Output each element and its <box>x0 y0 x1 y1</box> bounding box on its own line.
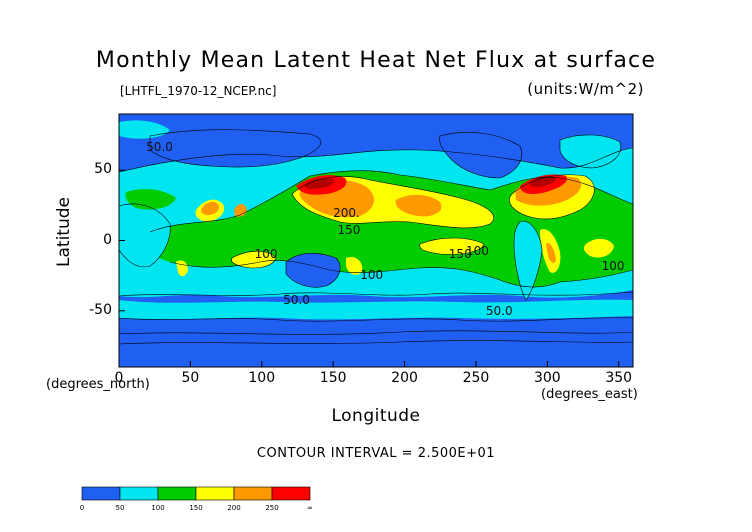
field-yellow-indian-south <box>231 251 276 268</box>
y-tick-label: 0 <box>103 231 112 248</box>
colorbar-label: 150 <box>189 504 203 512</box>
field-orange-bengal <box>234 204 247 217</box>
field-orange-arabian <box>201 201 220 216</box>
colorbar-label: ∞ <box>307 504 313 512</box>
x-tick-label: 150 <box>319 370 347 386</box>
field-blue-eurasia <box>150 129 321 168</box>
dataset-filename: [LHTFL_1970-12_NCEP.nc] <box>120 84 277 98</box>
contour-value-label: 100 <box>601 259 625 274</box>
x-tick-label: 0 <box>114 370 124 386</box>
field-darkred-gulfstream <box>529 175 556 188</box>
field-yellow-madagascar <box>176 260 188 277</box>
contour-lines <box>119 129 633 345</box>
contour-value-label: 200. <box>333 205 360 220</box>
field-cyan-northeast-atlantic <box>119 120 170 139</box>
x-tick-label: 200 <box>391 370 418 386</box>
field-cyan-south <box>119 299 633 320</box>
field-orange-brazil <box>546 243 556 263</box>
x-tick-label: 250 <box>462 370 490 386</box>
contour-interval-text: CONTOUR INTERVAL = 2.500E+01 <box>256 446 496 461</box>
field-cyan-africa <box>119 204 171 267</box>
colorbar-swatch <box>271 486 311 501</box>
colorbar-label: 200 <box>227 504 241 512</box>
x-tick-label: 350 <box>605 370 633 386</box>
contour-value-label: 150 <box>448 246 472 261</box>
colorbar-swatch <box>195 486 235 501</box>
colorbar-label: 0 <box>79 504 85 512</box>
x-tick-label: 50 <box>181 370 200 386</box>
x-axis-label: Longitude <box>331 406 421 426</box>
y-tick-label: -50 <box>89 301 112 318</box>
contour-value-label: 50.0 <box>146 139 173 154</box>
field-darkred-kuroshio <box>304 177 334 189</box>
field-yellow-australia-east <box>346 256 363 275</box>
plot-title: Monthly Mean Latent Heat Net Flux at sur… <box>95 48 657 73</box>
y-axis-unit: (degrees_north) <box>46 377 150 392</box>
contour-value-label: 150 <box>337 222 361 237</box>
x-tick-label: 100 <box>248 370 276 386</box>
field-orange-pacific-east <box>395 194 442 217</box>
x-axis-unit: (degrees_east) <box>541 387 638 402</box>
contour-value-label: 100 <box>360 267 384 282</box>
field-antarctic <box>119 328 633 367</box>
contour-value-label: 50.0 <box>485 304 513 319</box>
units-label: (units:W/m^2) <box>527 80 644 98</box>
contour-value-label: 100 <box>254 246 278 261</box>
colorbar-swatch <box>157 486 197 501</box>
colorbar-swatch <box>81 486 121 501</box>
axis-tick-marks <box>118 169 620 367</box>
colorbar-label: 250 <box>265 504 279 512</box>
colorbar-swatch <box>233 486 273 501</box>
contour-value-label: 50.0 <box>283 292 310 307</box>
colorbar-swatch <box>119 486 159 501</box>
field-yellow-south-pacific <box>419 238 484 255</box>
x-tick-label: 300 <box>533 370 561 386</box>
contour-value-label: 100 <box>465 243 489 258</box>
y-tick-label: 50 <box>94 161 112 178</box>
colorbar-label: 100 <box>151 504 165 512</box>
field-yellow-south-atlantic <box>583 238 614 258</box>
colorbar-label: 50 <box>115 504 125 512</box>
field-blue-australia <box>286 253 341 288</box>
field-cyan-north-atlantic <box>560 134 621 168</box>
